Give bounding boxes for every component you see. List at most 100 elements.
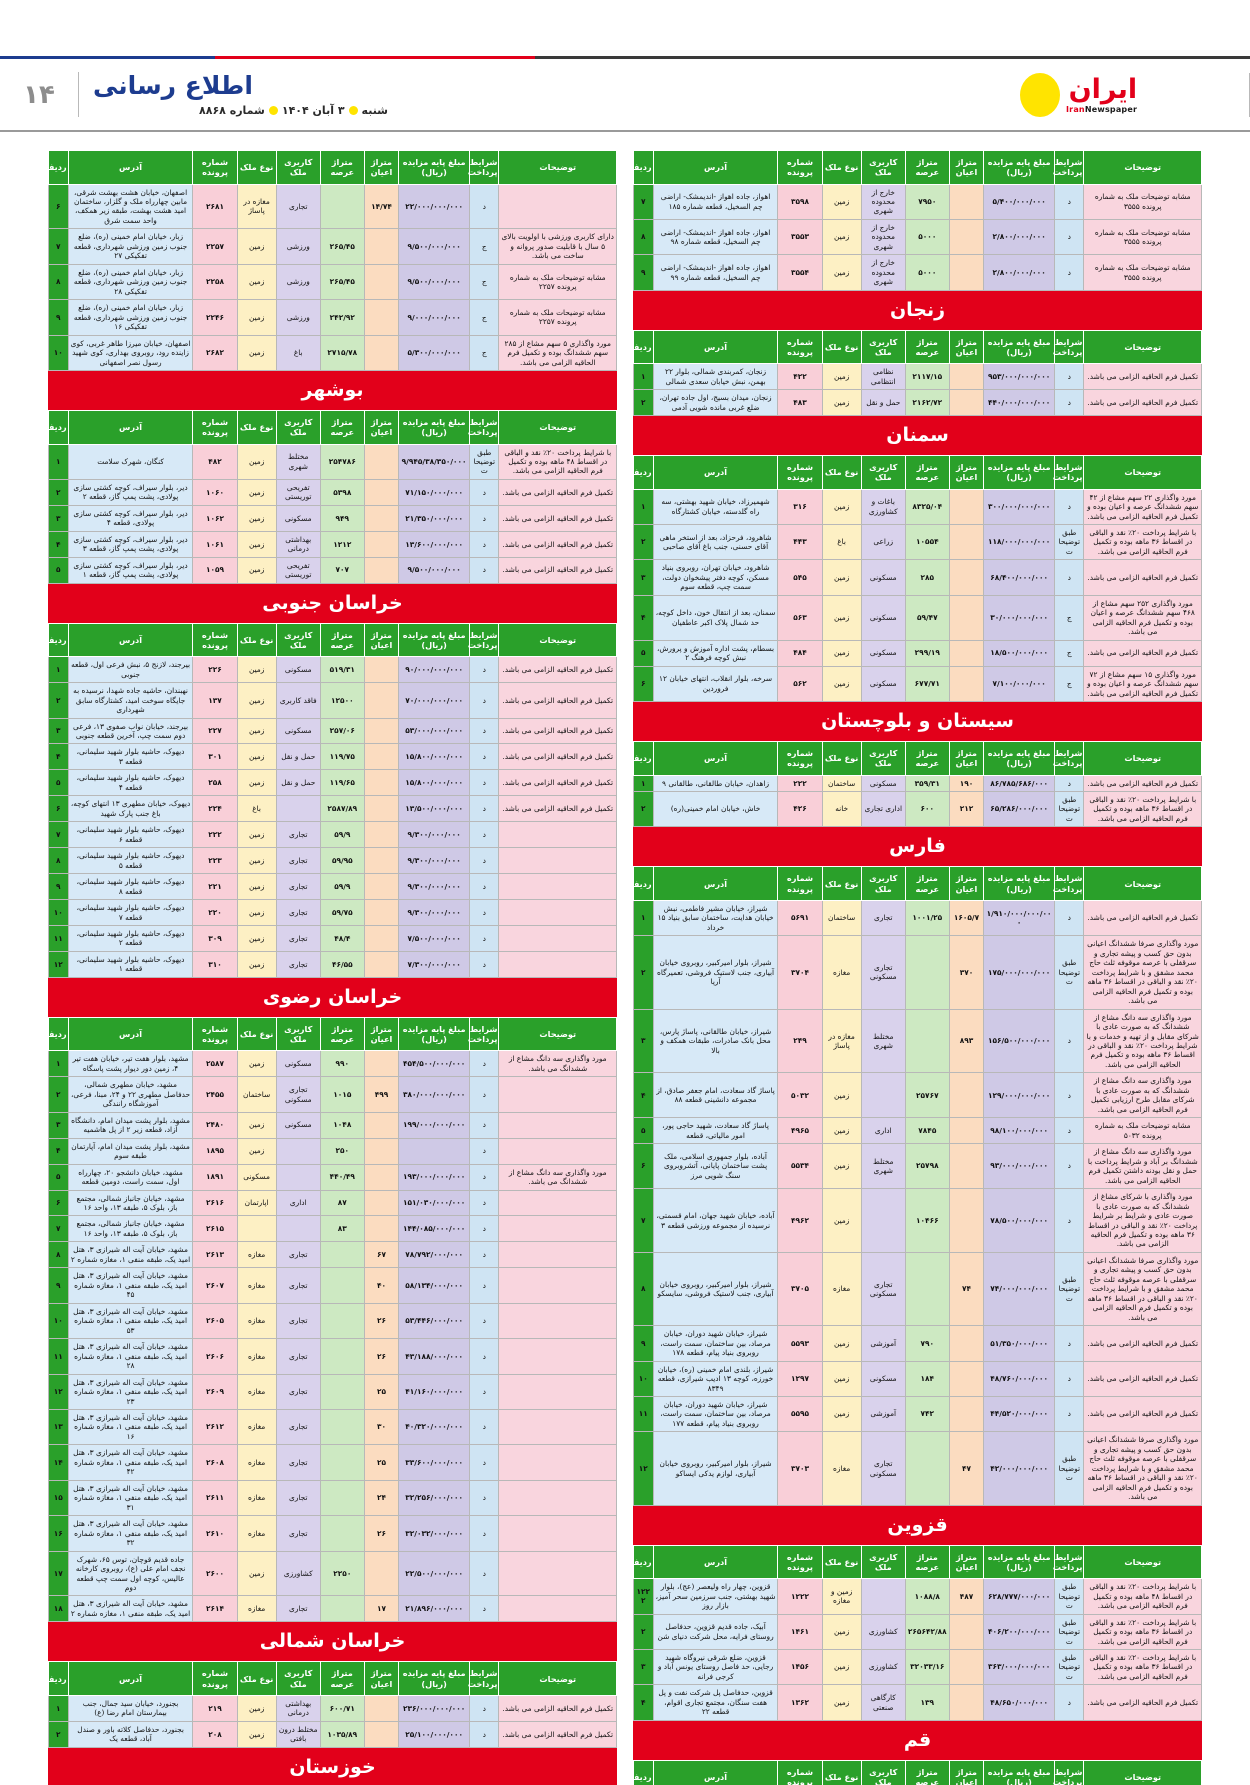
cell-file-number: ۲۲۷	[192, 717, 238, 745]
cell-file-number: ۳۵۹۸	[777, 183, 823, 220]
cell-address: دیر، بلوار سیراف، کوچه کشتی سازی پولادی،…	[67, 504, 194, 532]
col-header-area-built: متراژ اعیان	[948, 866, 985, 901]
cell-radif: ۶	[633, 665, 654, 703]
cell-address: دیر، بلوار سیراف، کوچه کشتی سازی پولادی،…	[67, 478, 194, 506]
cell-area-land: ۶۰۰	[904, 790, 950, 828]
cell-file-number: ۲۴۸۰	[192, 1111, 238, 1139]
cell-address: شاهرود، فرحزاد، بعد از استخر ماهی آقای ح…	[652, 523, 779, 561]
col-header-area-built: متراژ اعیان	[948, 150, 985, 185]
table-header-row: توضیحات شرایط پرداخت مبلغ پایه مزایده (ریا…	[45, 622, 617, 658]
cell-property-type: زمین	[821, 1360, 862, 1398]
cell-property-type: زمین	[821, 1648, 862, 1686]
cell-base-price: ۱۵۱/۰۳۰/۰۰۰/۰۰۰	[398, 1189, 471, 1217]
cell-notes: مورد واگذاری سه دانگ مشاع از ششدانگ می ب…	[498, 1050, 617, 1078]
cell-notes: مشابه توضیحات ملک به شماره پرونده ۲۲۵۷	[498, 263, 617, 301]
cell-file-number: ۱۲۹۷	[777, 1360, 823, 1398]
cell-usage: مختلط شهری	[275, 443, 321, 480]
col-header-notes: توضیحات	[1083, 1544, 1202, 1580]
cell-base-price	[398, 1137, 471, 1165]
cell-base-price: ۶۵/۲۸۶/۰۰۰/۰۰۰	[983, 790, 1056, 828]
cell-payment-terms: د	[469, 1137, 500, 1165]
cell-area-land: ۵۳۹۸	[319, 478, 365, 506]
table-row: د ۲۱/۸۹۶/۰۰۰/۰۰۰ ۱۷ تجاری مغازه ۲۶۱۴ مشهد، خیا…	[48, 1595, 617, 1623]
cell-property-type: زمین	[236, 299, 277, 336]
cell-base-price: ۱۹۹/۰۰۰/۰۰۰/۰۰۰	[398, 1111, 471, 1139]
col-header-base-price: مبلغ پایه مزایده (ریال)	[983, 866, 1056, 901]
cell-file-number: ۲۶۰۸	[192, 1444, 238, 1481]
cell-radif: ۶	[48, 1189, 69, 1217]
cell-radif: ۴	[633, 594, 654, 641]
cell-area-land	[904, 1251, 950, 1327]
cell-usage: تجاری	[275, 950, 321, 978]
cell-area-land: ۲۵۷۹۸	[904, 1143, 950, 1190]
cell-payment-terms: د	[1054, 488, 1085, 526]
cell-property-type: زمین	[236, 1694, 277, 1722]
cell-area-land: ۸۷	[319, 1189, 365, 1217]
cell-radif: ۴	[633, 1072, 654, 1119]
cell-base-price: ۹/۳۰۰/۰۰۰/۰۰۰	[398, 899, 471, 926]
cell-area-land	[904, 1431, 950, 1506]
col-header-area-land: متراژ عرصه	[904, 1544, 950, 1580]
cell-file-number: ۵۶۹۱	[777, 899, 823, 937]
cell-notes: مشابه توضیحات ملک به شماره پرونده ۲۲۵۷	[498, 299, 617, 336]
cell-notes: تکمیل فرم الحاقیه الزامی می باشد.	[498, 530, 617, 558]
cell-address: مشهد، خیابان آیت اله شیرازی ۳، هتل امید …	[67, 1241, 194, 1269]
right-column: توضیحات شرایط پرداخت مبلغ پایه مزایده (ریا…	[45, 150, 617, 1785]
cell-base-price: ۳۳/۶۰۰/۰۰۰/۰۰۰	[398, 1444, 471, 1481]
cell-property-type: زمین	[821, 363, 862, 391]
cell-area-built	[363, 228, 400, 265]
col-header-notes: توضیحات	[498, 150, 617, 185]
auction-table: توضیحات شرایط پرداخت مبلغ پایه مزایده (ریا…	[630, 329, 1202, 417]
cell-base-price: ۴۰۶/۲۰۰/۰۰۰/۰۰۰	[983, 1613, 1056, 1651]
cell-property-type: زمین	[821, 1613, 862, 1651]
col-header-radif: ردیف	[45, 1016, 69, 1052]
cell-area-land: ۱۲۵۰۰	[319, 682, 365, 719]
cell-payment-terms: ج	[469, 263, 500, 301]
cell-area-built: ۲۵	[363, 1444, 400, 1481]
auction-table: توضیحات شرایط پرداخت مبلغ پایه مزایده (ریا…	[630, 741, 1202, 828]
cell-area-land: ۵۹/۹۵	[319, 847, 365, 875]
cell-radif: ۸	[48, 263, 69, 301]
cell-payment-terms: طبق توضیحات	[1054, 1578, 1085, 1615]
cell-address: آباده، بلوار جمهوری اسلامی، ملک پشت ساخت…	[652, 1143, 779, 1190]
cell-usage: تجاری	[275, 925, 321, 952]
logo-persian-text: ایران	[1068, 73, 1139, 105]
cell-address: مشهد، خیابان آیت اله شیرازی ۳، هتل امید …	[67, 1479, 194, 1517]
cell-address: مشهد، خیابان آیت اله شیرازی ۳، هتل امید …	[67, 1444, 194, 1481]
cell-area-built	[948, 594, 985, 641]
cell-property-type: مغازه	[236, 1241, 277, 1269]
table-row: مشابه توضیحات ملک به شماره پرونده ۵۰۳۲ د ۹…	[633, 1117, 1202, 1145]
col-header-area-built: متراژ اعیان	[363, 1016, 400, 1052]
cell-notes: تکمیل فرم الحاقیه الزامی می باشد.	[498, 769, 617, 797]
cell-area-built: ۲۴	[363, 1479, 400, 1517]
cell-property-type: مغازه در پاساژ	[236, 183, 277, 230]
col-header-usage: کاربری ملک	[860, 1544, 906, 1580]
logo-english-text: IranNewspaper	[1066, 105, 1137, 114]
cell-base-price: ۹/۵۰۰/۰۰۰/۰۰۰	[398, 556, 471, 584]
table-row: مورد واگذاری ۱۵ سهم مشاع از ۷۲ سهم ششدان…	[633, 665, 1202, 703]
cell-usage: حمل و نقل	[860, 389, 906, 417]
col-header-file-number: شماره پرونده	[192, 1016, 238, 1052]
cell-property-type: زمین	[236, 478, 277, 506]
cell-address: مشهد، بلوار هفت تیر، خیابان هفت تیر ۴، ز…	[67, 1050, 194, 1078]
cell-file-number: ۲۶۱۰	[192, 1515, 238, 1552]
cell-payment-terms: د	[469, 821, 500, 849]
cell-usage: تجاری	[275, 1338, 321, 1375]
cell-area-built	[948, 1395, 985, 1433]
cell-payment-terms: د	[469, 1595, 500, 1623]
cell-payment-terms: د	[469, 530, 500, 558]
cell-payment-terms: د	[469, 873, 500, 901]
col-header-property-type: نوع ملک	[236, 150, 277, 185]
cell-notes: با شرایط پرداخت ۲۰٪ نقد و الباقی در اقسا…	[1083, 790, 1202, 828]
cell-area-built: ۴۷	[948, 1431, 985, 1506]
cell-area-built	[363, 847, 400, 875]
cell-radif: ۱۱	[633, 1395, 654, 1433]
table-row: تکمیل فرم الحاقیه الزامی می باشد. د ۵۳/۰۰۰…	[48, 717, 617, 745]
cell-area-land: ۱۱۹/۶۵	[319, 769, 365, 797]
col-header-address: آدرس	[652, 1544, 779, 1580]
cell-file-number: ۲۲۴۶	[192, 299, 238, 336]
col-header-radif: ردیف	[45, 150, 69, 185]
col-header-area-land: متراژ عرصه	[319, 150, 365, 185]
cell-usage: کشاورزی	[860, 1613, 906, 1651]
